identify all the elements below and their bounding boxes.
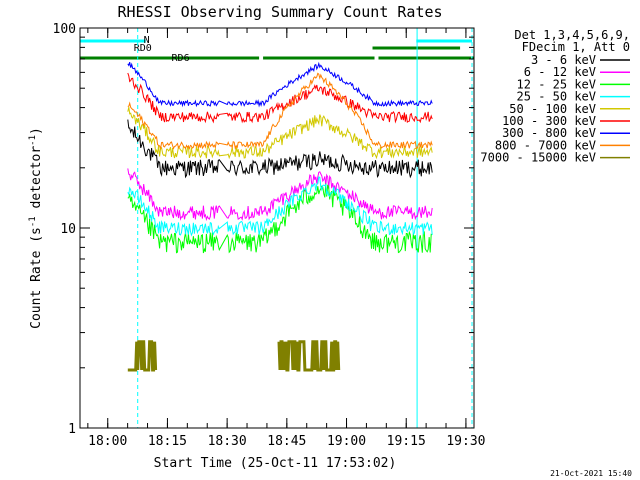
y-tick-label: 10 — [60, 222, 76, 237]
x-tick-label: 18:15 — [148, 434, 187, 449]
series-line-300-800keV — [127, 61, 433, 108]
annotation-rd6: RD6 — [172, 53, 190, 64]
x-tick-label: 18:45 — [267, 434, 306, 449]
series-line-100-300keV — [127, 72, 433, 124]
legend-header-line-2: FDecim 1, Att 0 — [522, 40, 630, 54]
x-tick-label: 19:15 — [387, 434, 426, 449]
y-tick-label: 1 — [68, 422, 76, 437]
x-tick-label: 19:00 — [327, 434, 366, 449]
series-line-12-25keV — [127, 183, 433, 254]
annotation-rd0: RD0 — [134, 43, 152, 54]
legend-entry: 800 - 7000 keV — [495, 138, 596, 152]
series-line-3-6keV — [127, 119, 433, 179]
legend-entry: 25 - 50 keV — [517, 90, 596, 104]
annotation-n: N — [144, 35, 150, 46]
chart-title: RHESSI Observing Summary Count Rates — [117, 3, 442, 21]
legend-entry: 7000 - 15000 keV — [480, 151, 596, 165]
x-axis-label: Start Time (25-Oct-11 17:53:02) — [154, 456, 397, 471]
series-line-25-50keV — [127, 176, 433, 237]
x-tick-label: 18:00 — [88, 434, 127, 449]
legend: Det 1,3,4,5,6,9, FDecim 1, Att 0 3 - 6 k… — [480, 28, 630, 165]
series-line-800-7000keV — [127, 72, 433, 151]
series-line-6-12keV — [127, 168, 433, 222]
legend-entry: 50 - 100 keV — [509, 102, 596, 116]
series-line-7000-15000 — [127, 340, 158, 372]
legend-entry: 12 - 25 keV — [517, 77, 596, 91]
legend-entry: 100 - 300 keV — [502, 114, 596, 128]
footer-date: 21-Oct-2021 15:40 — [550, 469, 632, 478]
legend-header-line-1: Det 1,3,4,5,6,9, — [514, 28, 630, 42]
legend-entry: 6 - 12 keV — [524, 65, 596, 79]
y-axis-label: Count Rate (s-1 detector-1) — [28, 127, 44, 329]
legend-entry: 3 - 6 keV — [531, 53, 596, 67]
series-line-50-100keV — [127, 106, 433, 160]
axes-layer: 1 10 100 18:00 18:15 18:30 18:45 19:00 19:15 19:3… — [53, 22, 486, 449]
x-tick-label: 19:30 — [446, 434, 485, 449]
y-tick-label: 100 — [53, 22, 76, 37]
x-tick-label: 18:30 — [208, 434, 247, 449]
series-line-7000-15000-peak — [277, 340, 341, 372]
legend-entry: 300 - 800 keV — [502, 126, 596, 140]
